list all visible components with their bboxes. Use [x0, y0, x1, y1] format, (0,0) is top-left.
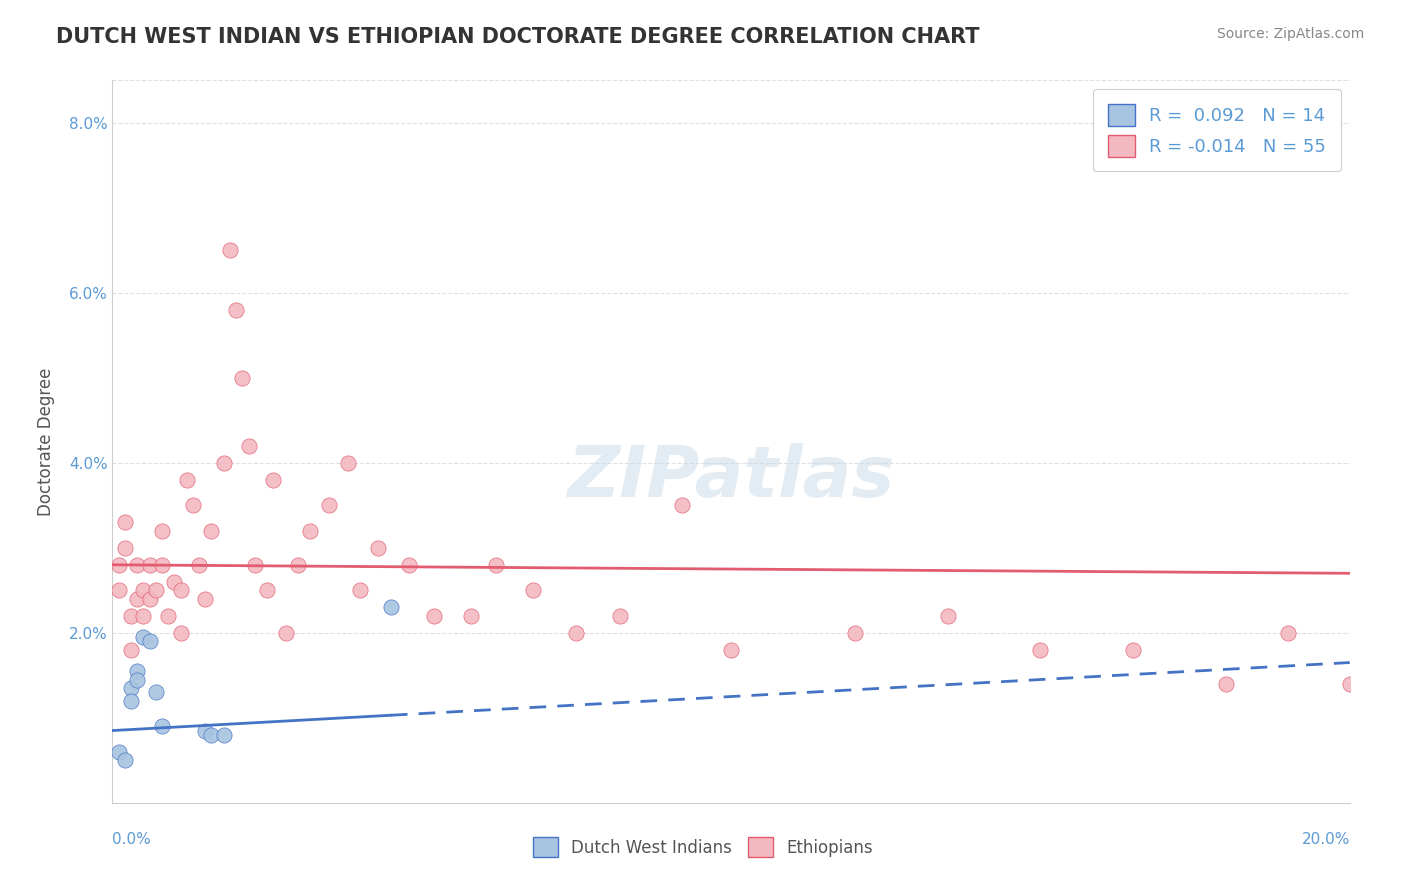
Text: 20.0%: 20.0% [1302, 831, 1350, 847]
Point [231, 371, 253, 385]
Point [107, 745, 129, 759]
Point [120, 681, 142, 695]
Text: ZIPatlas: ZIPatlas [568, 443, 894, 512]
Point [274, 625, 297, 640]
Point [127, 591, 149, 606]
Point [565, 625, 588, 640]
Point [181, 498, 204, 512]
Point [150, 719, 173, 733]
Point [107, 583, 129, 598]
Point [200, 524, 222, 538]
Point [188, 558, 211, 572]
Point [194, 723, 217, 738]
Point [1215, 677, 1237, 691]
Point [150, 524, 173, 538]
Point [114, 516, 136, 530]
Point [138, 634, 160, 648]
Point [145, 685, 167, 699]
Point [336, 456, 359, 470]
Point [127, 673, 149, 687]
Point [225, 302, 247, 317]
Legend: Dutch West Indians, Ethiopians: Dutch West Indians, Ethiopians [524, 829, 882, 866]
Point [127, 664, 149, 678]
Point [120, 608, 142, 623]
Point [132, 630, 155, 644]
Point [485, 558, 508, 572]
Point [120, 642, 142, 657]
Point [169, 625, 191, 640]
Point [299, 524, 322, 538]
Point [423, 608, 446, 623]
Point [114, 541, 136, 555]
Text: Source: ZipAtlas.com: Source: ZipAtlas.com [1216, 27, 1364, 41]
Point [138, 591, 160, 606]
Point [132, 583, 155, 598]
Point [212, 728, 235, 742]
Point [107, 558, 129, 572]
Point [194, 591, 217, 606]
Point [318, 498, 340, 512]
Point [460, 608, 482, 623]
Point [120, 694, 142, 708]
Point [243, 558, 266, 572]
Point [138, 558, 160, 572]
Point [720, 642, 742, 657]
Point [844, 625, 866, 640]
Point [200, 728, 222, 742]
Point [287, 558, 309, 572]
Point [238, 439, 260, 453]
Point [522, 583, 544, 598]
Point [150, 558, 173, 572]
Point [671, 498, 693, 512]
Point [1277, 625, 1299, 640]
Point [176, 473, 198, 487]
Point [609, 608, 631, 623]
Point [212, 456, 235, 470]
Point [169, 583, 191, 598]
Point [380, 600, 402, 615]
Point [1029, 642, 1052, 657]
Point [1122, 642, 1144, 657]
Text: DUTCH WEST INDIAN VS ETHIOPIAN DOCTORATE DEGREE CORRELATION CHART: DUTCH WEST INDIAN VS ETHIOPIAN DOCTORATE… [56, 27, 980, 46]
Y-axis label: Doctorate Degree: Doctorate Degree [37, 368, 55, 516]
Point [145, 583, 167, 598]
Point [367, 541, 389, 555]
Point [163, 574, 186, 589]
Point [219, 244, 242, 258]
Point [262, 473, 284, 487]
Point [132, 608, 155, 623]
Point [256, 583, 278, 598]
Point [1339, 677, 1361, 691]
Text: 0.0%: 0.0% [112, 831, 152, 847]
Point [157, 608, 180, 623]
Point [936, 608, 959, 623]
Point [398, 558, 420, 572]
Point [349, 583, 371, 598]
Point [127, 558, 149, 572]
Point [114, 753, 136, 767]
Legend: R =  0.092   N = 14, R = -0.014   N = 55: R = 0.092 N = 14, R = -0.014 N = 55 [1094, 89, 1341, 171]
